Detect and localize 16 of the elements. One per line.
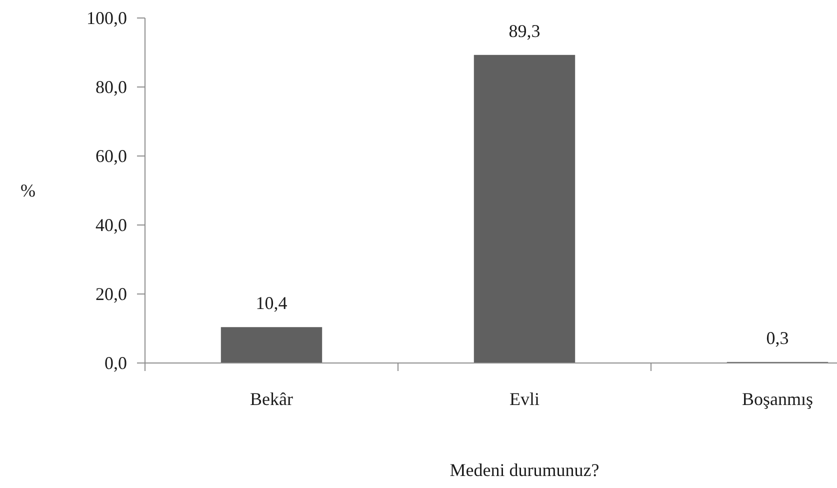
data-label: 10,4 bbox=[256, 293, 288, 314]
y-tick-label: 20,0 bbox=[96, 284, 127, 304]
bar bbox=[220, 327, 322, 363]
y-tick-label: 100,0 bbox=[86, 8, 127, 28]
y-tick-label: 0,0 bbox=[104, 352, 127, 373]
data-label: 89,3 bbox=[508, 20, 540, 41]
x-tick-label: Bekâr bbox=[250, 389, 293, 409]
x-axis-title: Medeni durumunuz? bbox=[450, 460, 600, 480]
x-tick-label: Evli bbox=[510, 389, 540, 409]
y-tick-label: 60,0 bbox=[96, 146, 127, 166]
bar bbox=[474, 54, 576, 363]
y-tick-label: 80,0 bbox=[96, 76, 127, 97]
y-axis-title: % bbox=[20, 180, 36, 200]
y-tick-label: 40,0 bbox=[96, 214, 127, 235]
x-tick-label: Boşanmış bbox=[742, 389, 814, 409]
data-label: 0,3 bbox=[766, 328, 789, 348]
